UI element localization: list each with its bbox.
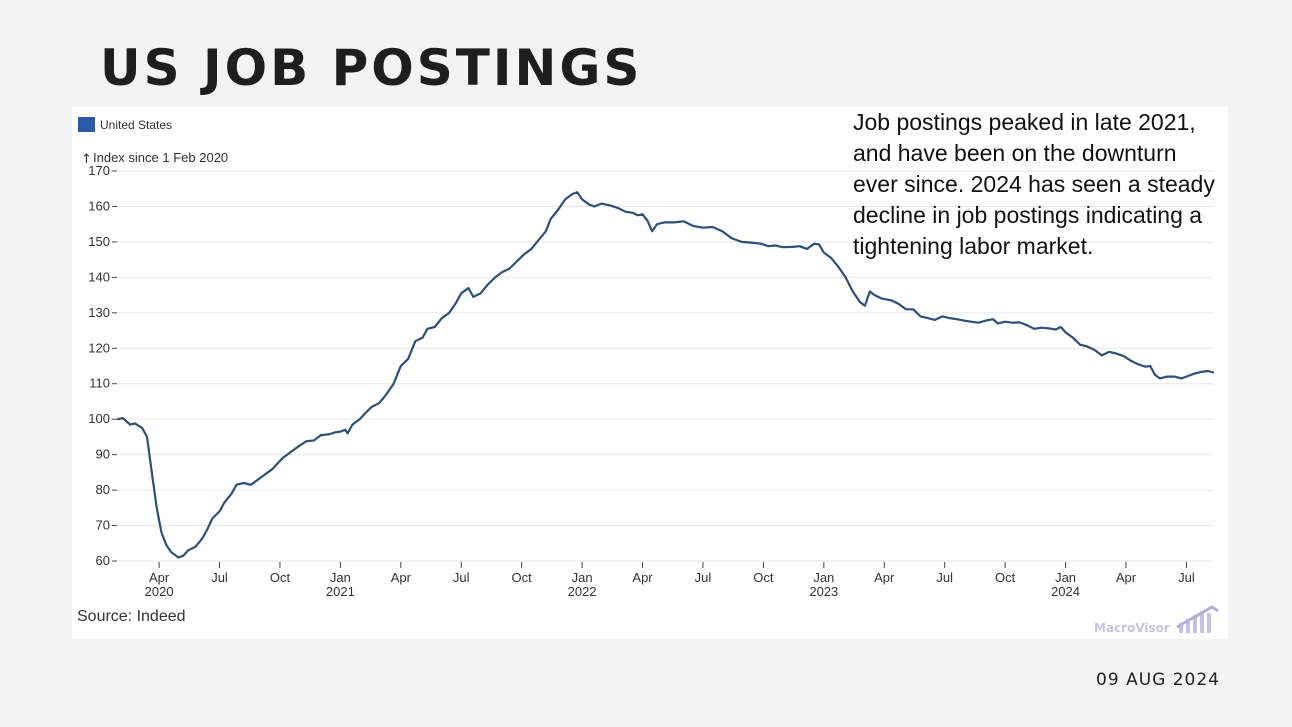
x-tick-label-10: Oct <box>753 570 774 585</box>
date-stamp: 09 AUG 2024 <box>1096 670 1220 690</box>
y-tick-label-80: 80 <box>96 482 110 497</box>
x-tick-label-15: Jan <box>1055 570 1076 585</box>
y-tick-label-120: 120 <box>88 340 110 355</box>
y-axis: 60 70 80 90 100 110 120 130 140 150 160 170 <box>88 163 117 568</box>
x-tick-year-2024: 2024 <box>1051 584 1080 599</box>
macrovisor-watermark: MacroVisor <box>1094 605 1219 635</box>
x-tick-label-12: Apr <box>874 570 895 585</box>
y-tick-label-70: 70 <box>96 518 110 533</box>
x-tick-year-2022: 2022 <box>568 584 597 599</box>
x-tick-label-6: Oct <box>512 570 533 585</box>
y-axis-label: Index since 1 Feb 2020 <box>93 150 228 165</box>
x-tick-label-11: Jan <box>813 570 834 585</box>
x-tick-year-2020: 2020 <box>145 584 174 599</box>
y-tick-label-140: 140 <box>88 269 110 284</box>
x-tick-label-7: Jan <box>572 570 593 585</box>
x-tick-label-13: Jul <box>936 570 953 585</box>
x-tick-label-0: Apr <box>149 570 170 585</box>
x-tick-year-2023: 2023 <box>809 584 838 599</box>
watermark-bars-icon <box>1176 605 1219 633</box>
x-tick-label-5: Jul <box>453 570 470 585</box>
x-tick-label-16: Apr <box>1116 570 1137 585</box>
y-tick-label-150: 150 <box>88 234 110 249</box>
grid-layer <box>118 170 1213 562</box>
chart-card: United States ↑ Index since 1 Feb 2020 6… <box>72 107 1228 639</box>
y-tick-label-100: 100 <box>88 411 110 426</box>
series-layer <box>116 191 1215 559</box>
legend-swatch <box>78 117 95 132</box>
x-tick-label-14: Oct <box>995 570 1016 585</box>
x-tick-label-9: Jul <box>695 570 712 585</box>
legend-label-united-states: United States <box>100 118 172 132</box>
annotation-text: Job postings peaked in late 2021, and ha… <box>853 109 1215 259</box>
x-tick-label-3: Jan <box>330 570 351 585</box>
y-tick-label-110: 110 <box>89 376 110 391</box>
source-label: Source: Indeed <box>77 608 186 625</box>
x-tick-label-8: Apr <box>632 570 653 585</box>
x-tick-label-17: Jul <box>1178 570 1195 585</box>
line-chart: United States ↑ Index since 1 Feb 2020 6… <box>77 117 1219 635</box>
y-tick-label-170: 170 <box>88 163 110 178</box>
x-tick-label-1: Jul <box>211 570 228 585</box>
watermark-text: MacroVisor <box>1094 621 1170 635</box>
y-tick-label-90: 90 <box>96 447 110 462</box>
series-line-united-states <box>116 191 1215 559</box>
y-tick-label-160: 160 <box>88 198 110 213</box>
y-tick-label-60: 60 <box>96 553 110 568</box>
page-title: US JOB POSTINGS <box>100 39 643 97</box>
y-axis-arrow-icon: ↑ <box>81 152 92 167</box>
x-tick-year-2021: 2021 <box>326 584 355 599</box>
y-tick-label-130: 130 <box>88 305 110 320</box>
x-tick-label-2: Oct <box>270 570 291 585</box>
x-tick-label-4: Apr <box>391 570 412 585</box>
